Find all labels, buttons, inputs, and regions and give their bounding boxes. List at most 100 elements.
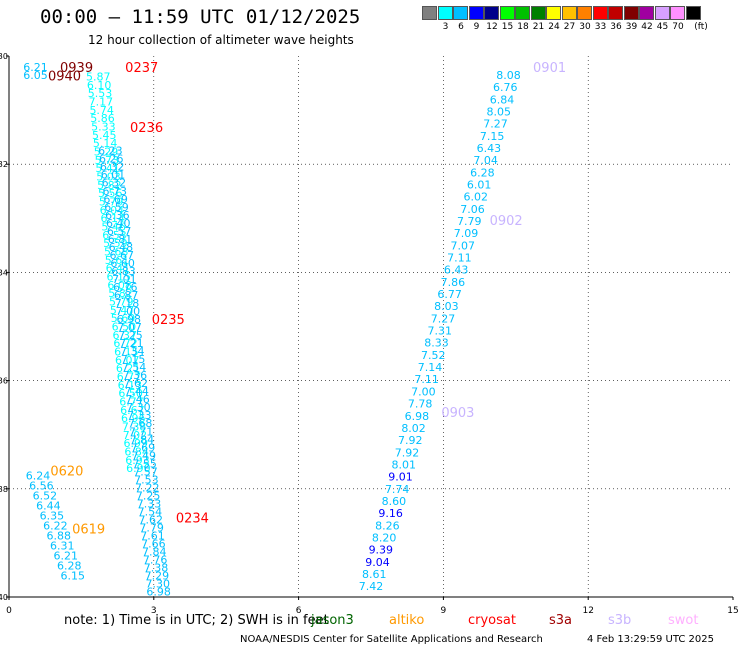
wave-height-point: 5.69: [111, 312, 136, 325]
wave-height-point: 6.98: [405, 410, 430, 423]
wave-height-point: 6.81: [108, 233, 133, 246]
wave-height-point: 7.15: [480, 130, 505, 143]
wave-height-point: 5.53: [88, 87, 113, 100]
wave-height-point: 6.67: [120, 404, 145, 417]
satellite-legend-item: s3a: [549, 613, 573, 628]
wave-height-point: 6.76: [493, 81, 518, 94]
wave-height-point: 6.28: [57, 559, 82, 572]
wave-height-point: 6.26: [99, 153, 124, 166]
colorbar-label: 9: [473, 22, 480, 32]
colorbar-swatch: [468, 6, 484, 20]
wave-height-point: 6.10: [87, 79, 112, 92]
wave-height-point: 7.78: [408, 398, 433, 411]
x-tick-label: 15: [727, 606, 738, 616]
wave-height-point: 5.61: [105, 254, 130, 267]
wave-height-point: 8.60: [382, 495, 407, 508]
wave-height-point: 6.73: [102, 185, 127, 198]
colorbar-swatch: [453, 6, 468, 20]
wave-height-point: 6.21: [23, 61, 48, 74]
wave-height-point: 6.41: [106, 262, 131, 275]
wave-height-point: 7.07: [117, 321, 142, 334]
wave-height-point: 7.54: [122, 361, 147, 374]
colorbar-label: 12: [486, 22, 498, 32]
colorbar-label: 3: [442, 22, 449, 32]
colorbar-swatch: [670, 6, 685, 20]
wave-height-point: 8.08: [496, 69, 521, 82]
wave-height-point: 6.59: [104, 201, 129, 214]
wave-height-point: 7.33: [127, 409, 152, 422]
pass-time-label: 0940: [48, 70, 81, 85]
wave-height-point: 6.36: [105, 209, 130, 222]
colorbar-swatch: [437, 6, 453, 20]
chart-axes: 0 3 6 9 12 15 -30 -32 -34 -36 -38 -40: [0, 52, 739, 616]
wave-height-point: 9.16: [378, 507, 403, 520]
colorbar-label: 36: [610, 22, 622, 32]
wave-height-point: 8.20: [372, 531, 397, 544]
colorbar-label: 15: [501, 22, 514, 32]
wave-height-point: 6.32: [102, 177, 127, 190]
wave-height-point: 7.31: [428, 325, 453, 338]
colorbar-swatch: [577, 6, 592, 20]
pass-time-label: 0902: [490, 214, 523, 229]
wave-height-point: 7.44: [124, 385, 149, 398]
x-tick-label: 12: [582, 606, 593, 616]
wave-height-point: 6.67: [110, 249, 135, 262]
wave-height-point: 5.45: [92, 129, 117, 142]
wave-height-point: 6.57: [107, 225, 132, 238]
wave-height-point: 7.84: [142, 546, 167, 559]
wave-height-point: 6.40: [106, 217, 131, 230]
wave-height-point: 7.79: [457, 215, 482, 228]
wave-height-point: 6.98: [146, 586, 171, 599]
wave-height-point: 6.22: [43, 519, 68, 532]
wave-height-point: 7.54: [138, 505, 163, 518]
wave-height-point: 7.61: [140, 529, 165, 542]
wave-height-point: 7.69: [131, 441, 156, 454]
y-tick-label: -36: [0, 377, 8, 386]
wave-height-point: 7.46: [125, 393, 150, 406]
satellite-legend-item: s3b: [608, 613, 632, 628]
colorbar-label: 30: [579, 22, 591, 32]
wave-height-point: 7.30: [126, 401, 151, 414]
colorbar-swatch: [530, 6, 546, 20]
wave-height-point: 6.15: [107, 271, 132, 284]
colorbar-swatch: [654, 6, 670, 20]
pass-time-label: 0235: [152, 313, 185, 328]
wave-height-point: 6.48: [109, 241, 134, 254]
wave-height-point: 6.04: [100, 204, 125, 217]
pass-time-label: 0903: [441, 406, 474, 421]
wave-height-point: 8.26: [375, 519, 400, 532]
pass-time-label: 0939: [60, 61, 93, 76]
chart-subtitle: 12 hour collection of altimeter wave hei…: [88, 33, 354, 47]
colorbar-swatch: [623, 6, 639, 20]
pass-time-label: 0234: [176, 512, 209, 527]
wave-height-point: 5.14: [93, 137, 118, 150]
wave-height-point: 5.56: [98, 187, 123, 200]
x-tick-label: 3: [151, 606, 157, 616]
wave-height-point: 6.01: [467, 178, 492, 191]
wave-height-point: 6.35: [40, 509, 65, 522]
wave-height-point: 7.55: [132, 457, 157, 470]
wave-height-point: 7.92: [398, 434, 423, 447]
wave-height-point: 8.61: [362, 568, 387, 581]
wave-height-point: 7.17: [89, 96, 114, 109]
wave-height-point: 6.83: [111, 265, 136, 278]
colorbar-swatch: [484, 6, 499, 20]
wave-height-point: 6.99: [124, 437, 149, 450]
wave-height-point: 6.32: [100, 161, 125, 174]
wave-height-point: 7.27: [483, 118, 508, 131]
wave-height-point: 5.87: [86, 71, 111, 84]
wave-height-point: 6.13: [118, 379, 143, 392]
pass-time-label: 0901: [533, 61, 566, 76]
wave-height-point: 7.25: [136, 489, 161, 502]
y-tick-label: -32: [0, 160, 8, 169]
colorbar-label: 21: [532, 22, 545, 32]
wave-height-point: 6.44: [36, 499, 61, 512]
colorbar-label: 42: [641, 22, 653, 32]
wave-height-point: 7.53: [134, 473, 159, 486]
wave-height-point: 7.27: [431, 312, 456, 325]
wave-height-point: 7.52: [421, 349, 446, 362]
wave-height-point: 7.71: [129, 425, 154, 438]
pass-time-label: 0619: [72, 522, 105, 537]
wave-height-point: 6.50: [118, 387, 143, 400]
